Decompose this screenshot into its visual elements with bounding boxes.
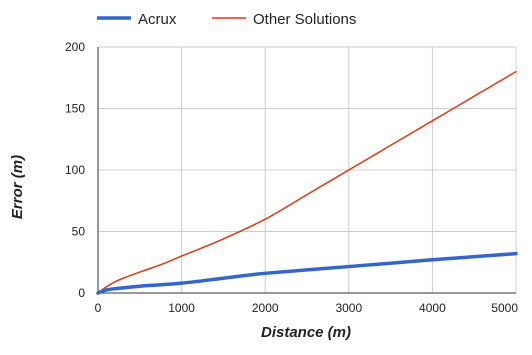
y-tick-label: 0 (78, 286, 85, 300)
y-tick-label: 150 (65, 102, 85, 116)
x-tick-label: 2000 (252, 301, 279, 315)
y-tick-label: 100 (65, 163, 85, 177)
x-tick-label: 1000 (168, 301, 195, 315)
gridlines (98, 46, 517, 293)
legend: Acrux Other Solutions (97, 11, 356, 28)
x-tick-label: 4000 (419, 301, 446, 315)
y-axis-title: Error (m) (9, 155, 26, 219)
x-tick-label: 0 (95, 301, 102, 315)
x-tick-label: 3000 (335, 301, 362, 315)
series-line-acrux (96, 251, 518, 295)
axes (97, 47, 516, 294)
series-line-other-solutions (97, 70, 517, 294)
x-tick-label: 5000 (491, 301, 518, 315)
legend-label: Acrux (138, 11, 177, 28)
y-tick-label: 200 (65, 40, 85, 54)
legend-label: Other Solutions (253, 11, 356, 28)
y-tick-label: 50 (72, 225, 86, 239)
x-axis-title: Distance (m) (261, 324, 351, 341)
series-lines (96, 70, 518, 295)
